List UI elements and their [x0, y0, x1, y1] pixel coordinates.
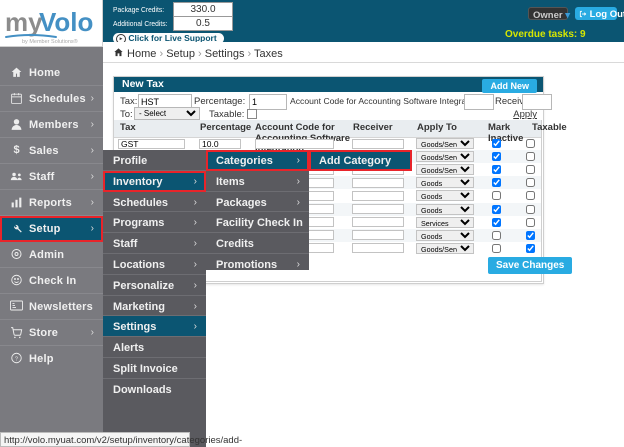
- svg-text:Volo: Volo: [39, 7, 93, 37]
- svg-text:by Member Solutions®: by Member Solutions®: [22, 38, 78, 45]
- svg-text:my: my: [5, 7, 43, 37]
- svg-text:?: ?: [15, 356, 18, 362]
